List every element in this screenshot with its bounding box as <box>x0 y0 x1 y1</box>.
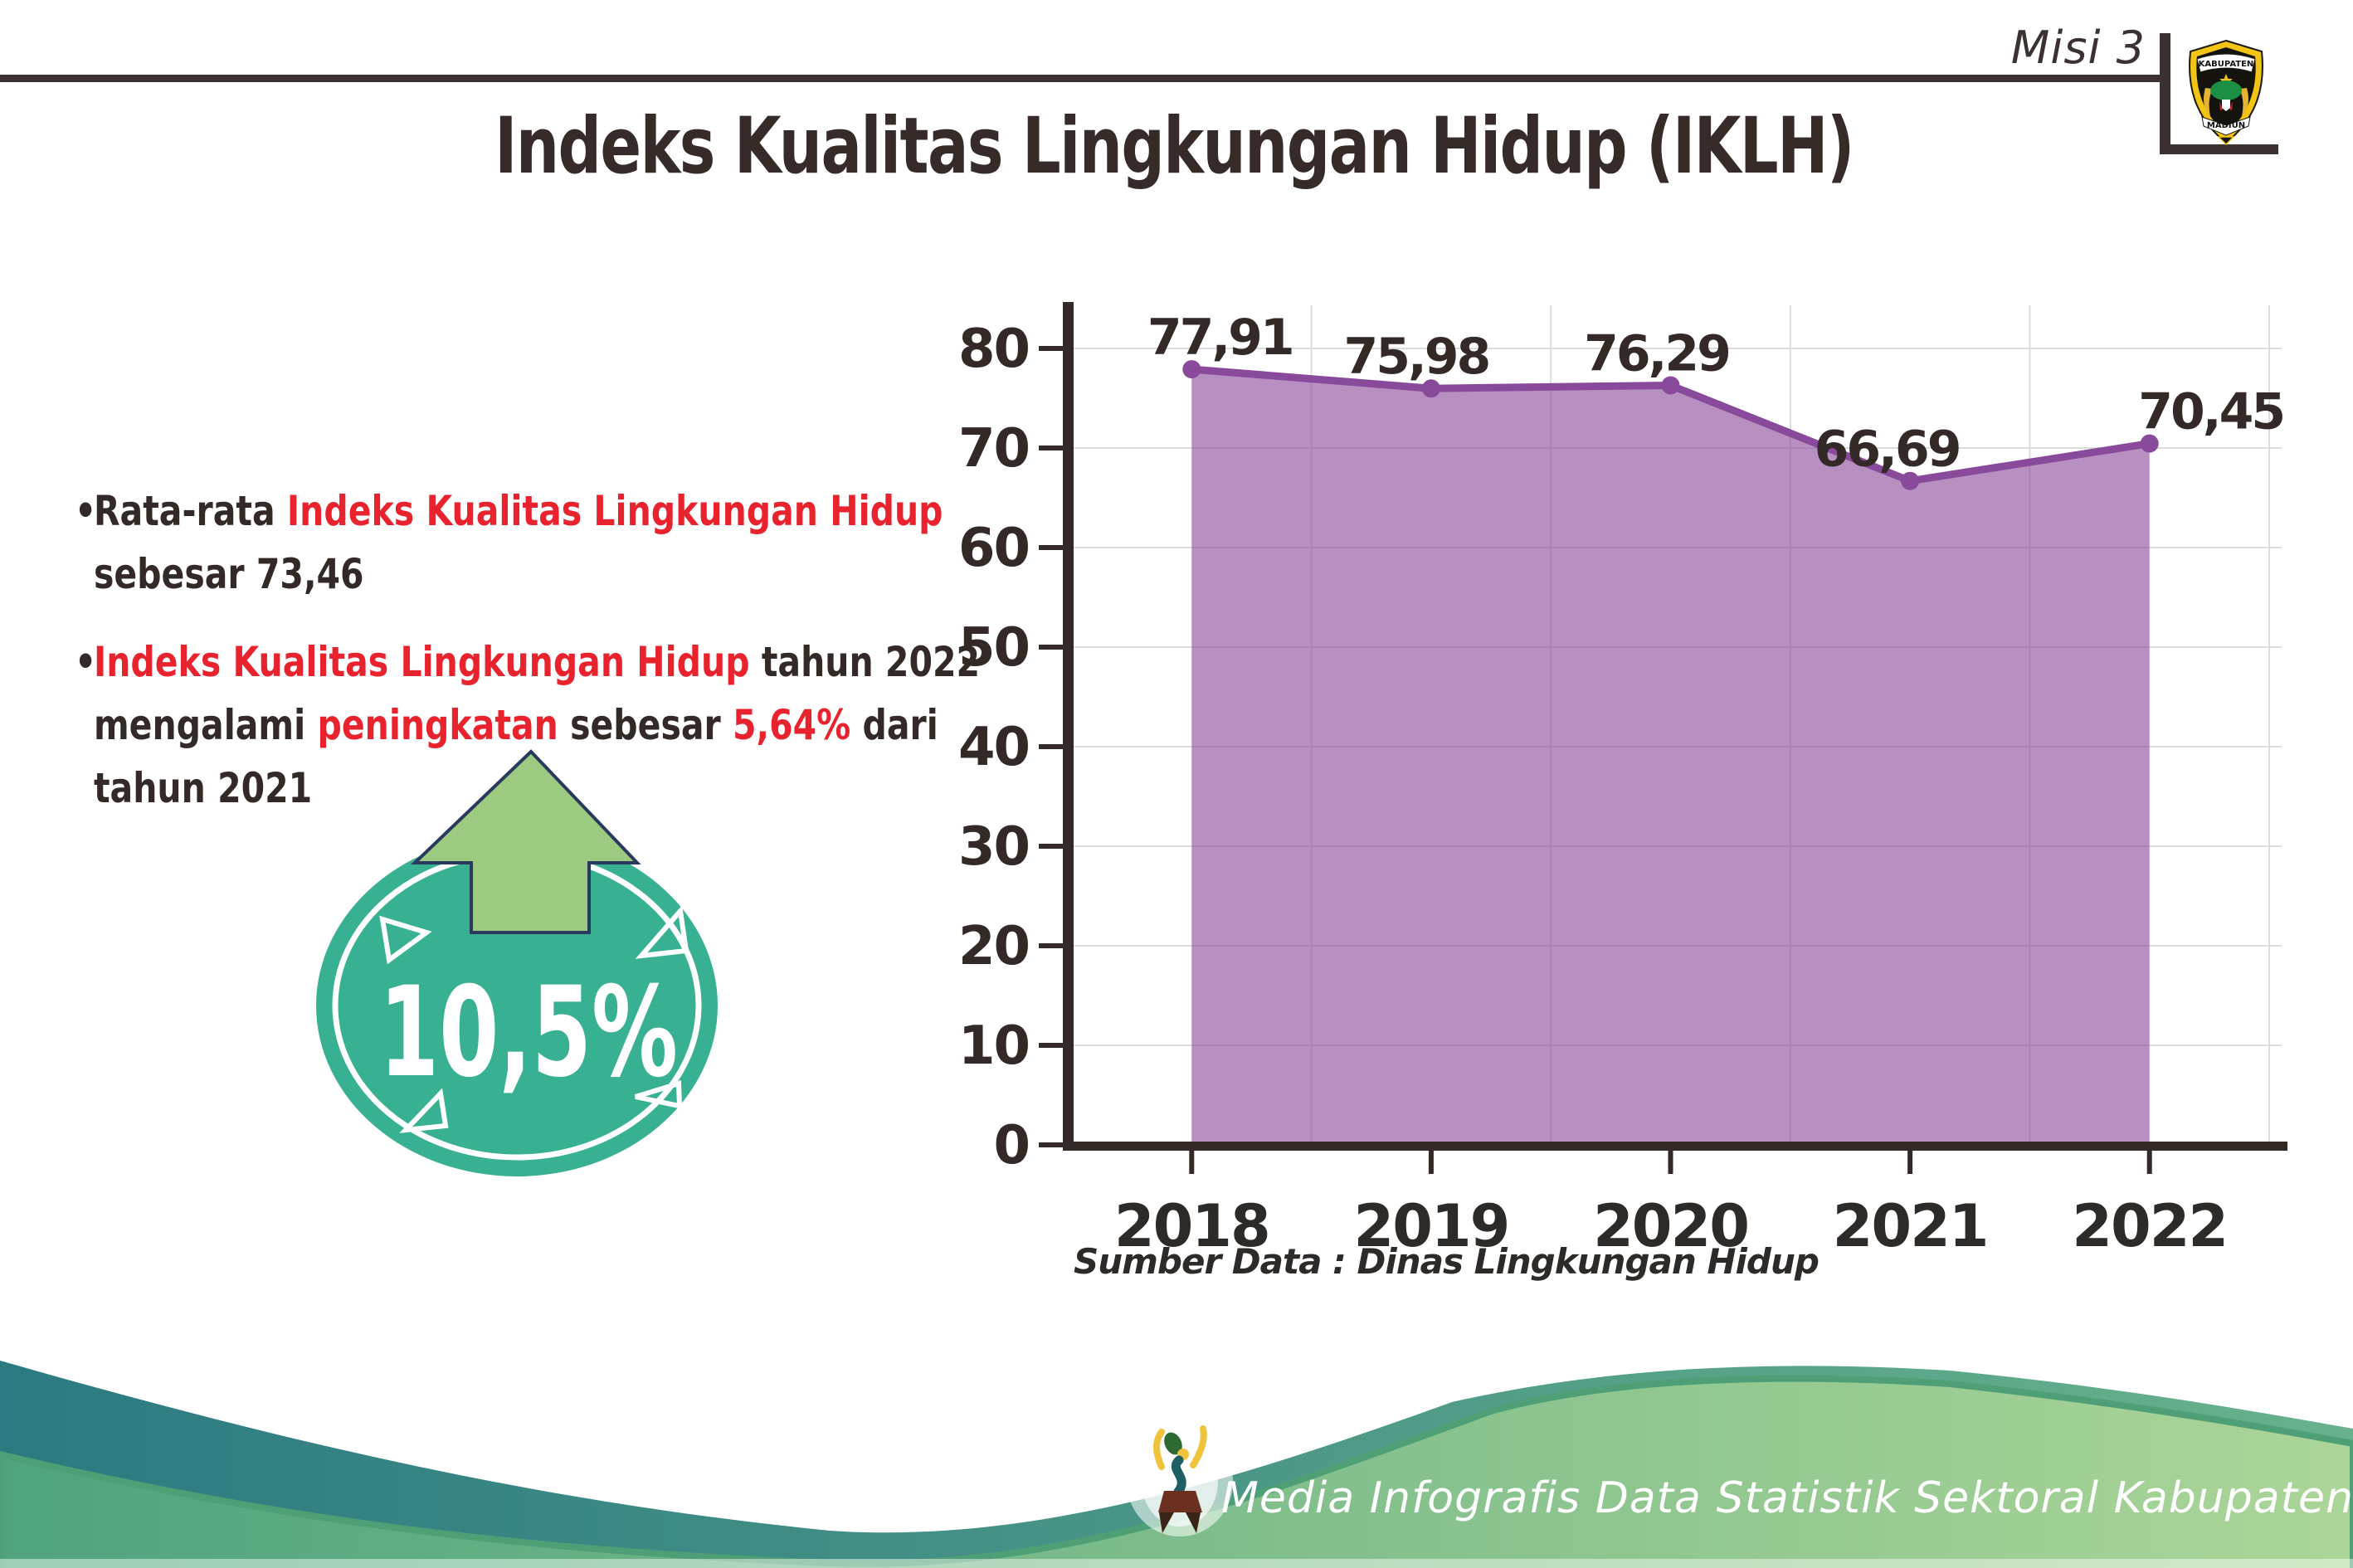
bullet-item: • Rata-rata Indeks Kualitas Lingkungan Hi… <box>75 480 1095 606</box>
y-tick-label: 40 <box>958 717 1029 778</box>
x-tick <box>1428 1151 1434 1174</box>
logo-bottom-text: MADIUN <box>2207 121 2245 130</box>
logo-left-keris <box>2219 101 2223 110</box>
bullet-segment: mengalami <box>93 701 318 749</box>
bullet-segment: Indeks Kualitas Lingkungan Hidup <box>286 487 943 535</box>
bullet-segment: 5,64% <box>733 701 851 749</box>
bullet-segment: peningkatan <box>317 701 558 749</box>
y-tick <box>1039 645 1063 650</box>
logo-tail <box>2217 136 2235 146</box>
x-category-label: 2020 <box>1593 1192 1748 1260</box>
data-point-label: 76,29 <box>1584 325 1729 383</box>
kabupaten-madiun-logo-icon: KABUPATEN MADIUN <box>2189 39 2263 146</box>
y-tick <box>1039 1142 1063 1147</box>
logo-top-ribbon <box>2196 53 2256 73</box>
footer-credit: Media Infografis Data Statistik Sektoral… <box>1221 1473 2353 1523</box>
y-tick-label: 30 <box>958 816 1029 878</box>
x-axis-line <box>1063 1142 2287 1151</box>
logo-bracket-vertical <box>2160 33 2170 154</box>
logo-bottom-ribbon <box>2201 116 2251 136</box>
x-category-label: 2019 <box>1353 1192 1508 1260</box>
header-rule <box>0 75 2161 82</box>
y-tick-label: 70 <box>958 418 1029 480</box>
bullet-item: • Indeks Kualitas Lingkungan Hidup tahun … <box>75 631 1095 820</box>
bullet-segment: tahun 2021 <box>93 764 313 812</box>
badge-spark-se-icon <box>635 1079 683 1109</box>
bullet-segment: sebesar 73,46 <box>93 550 364 598</box>
y-tick <box>1039 943 1063 948</box>
data-point-label: 70,45 <box>2138 383 2283 441</box>
y-tick <box>1039 346 1063 351</box>
logo-bracket-horizontal <box>2169 144 2278 154</box>
logo-center-shield <box>2222 100 2230 111</box>
bullet-dot-icon: • <box>75 638 97 686</box>
y-tick-label: 60 <box>958 518 1029 579</box>
source-note: Sumber Data : Dinas Lingkungan Hidup <box>1074 1241 1820 1282</box>
y-axis-line <box>1063 302 1074 1151</box>
data-point-marker <box>1182 360 1201 379</box>
mascot-icon <box>1127 1425 1233 1536</box>
y-tick <box>1039 844 1063 849</box>
x-tick <box>2146 1151 2152 1174</box>
logo-right-keris <box>2229 101 2233 110</box>
y-tick-label: 50 <box>958 617 1029 679</box>
bullet-segment: tahun 2022 <box>749 638 981 686</box>
badge-spark-sw-icon <box>399 1088 449 1133</box>
badge-value: 10,5% <box>379 961 678 1105</box>
footer-wave-green <box>0 1375 2353 1568</box>
badge-circle <box>316 835 718 1176</box>
logo-top-text: KABUPATEN <box>2199 60 2254 69</box>
bullet-segment: dari <box>850 701 938 749</box>
y-tick <box>1039 446 1063 450</box>
bullet-segment: Indeks Kualitas Lingkungan Hidup <box>93 638 750 686</box>
iklh-area-chart: 0 10 20 30 40 50 60 70 80 2018 2019 2020 2021 2022 77,… <box>958 302 2287 1260</box>
data-point-label: 66,69 <box>1815 421 1960 479</box>
logo-left-wing <box>2204 88 2213 116</box>
chart-area <box>1191 369 2150 1146</box>
y-tick <box>1039 545 1063 550</box>
x-tick <box>1189 1151 1195 1174</box>
misi-label: Misi 3 <box>2010 22 2146 74</box>
data-point-marker <box>2140 434 2159 453</box>
summary-bullets: • Rata-rata Indeks Kualitas Lingkungan Hi… <box>75 480 1095 845</box>
x-category-label: 2021 <box>1833 1192 1988 1260</box>
y-tick-label: 80 <box>958 319 1029 380</box>
data-point-label: 75,98 <box>1344 328 1489 386</box>
bullet-segment: Rata-rata <box>93 487 287 535</box>
bullet-dot-icon: • <box>75 487 97 535</box>
data-point-marker <box>1901 471 1920 490</box>
y-tick-label: 0 <box>993 1115 1029 1176</box>
y-tick-label: 10 <box>958 1015 1029 1077</box>
badge-spark-nw-icon <box>379 915 432 965</box>
x-category-label: 2022 <box>2072 1192 2227 1260</box>
badge-spark-ne-icon <box>635 905 689 959</box>
x-tick <box>1668 1151 1673 1174</box>
footer-waves <box>0 1361 2353 1568</box>
x-tick <box>1907 1151 1913 1174</box>
footer-bottom-strip <box>0 1559 2353 1568</box>
logo-right-wing <box>2239 88 2248 116</box>
page-title: Indeks Kualitas Lingkungan Hidup (IKLH) <box>494 101 1854 192</box>
y-tick <box>1039 1043 1063 1048</box>
increase-badge: 10,5% <box>316 749 718 1176</box>
up-arrow-icon <box>411 749 641 934</box>
data-point-marker <box>1661 376 1680 395</box>
x-category-label: 2018 <box>1114 1192 1269 1260</box>
data-point-label: 77,91 <box>1147 309 1293 367</box>
y-tick-label: 20 <box>958 916 1029 977</box>
bullet-segment: sebesar <box>558 701 733 749</box>
y-tick <box>1039 744 1063 749</box>
data-point-marker <box>1421 379 1440 398</box>
